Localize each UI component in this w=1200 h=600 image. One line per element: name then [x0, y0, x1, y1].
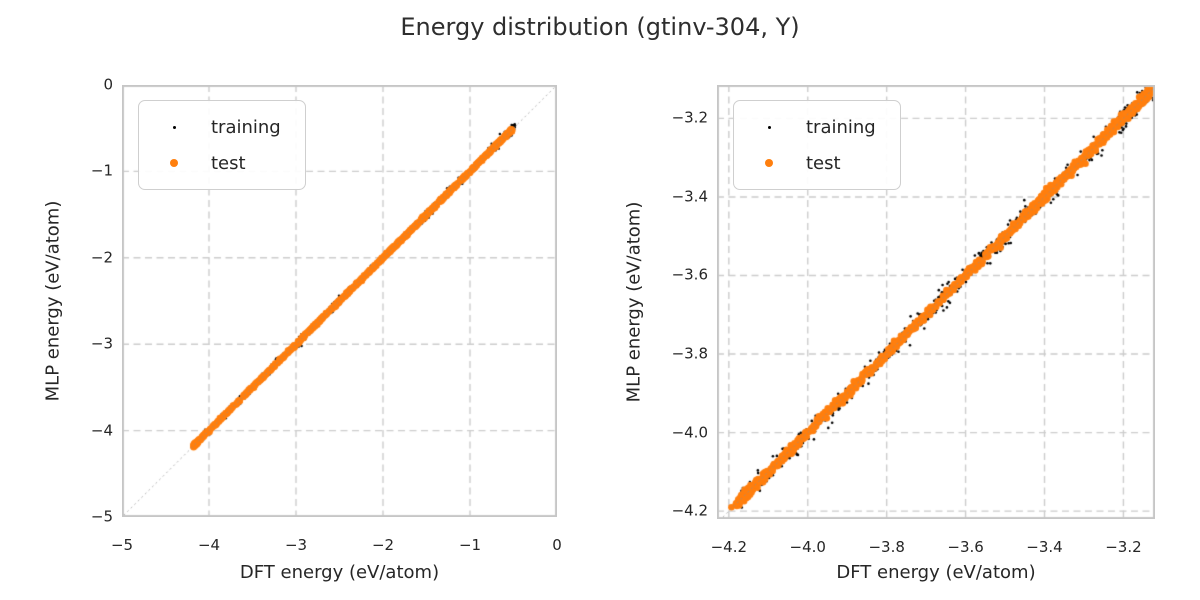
y-axis-label: MLP energy (eV/atom): [42, 200, 64, 402]
y-tick-label: −4.2: [671, 501, 708, 520]
x-tick-label: 0: [552, 536, 562, 554]
legend-label-test: test: [806, 152, 841, 174]
x-tick-label: −2: [371, 536, 395, 554]
test-marker-icon: [145, 159, 203, 167]
y-axis-label: MLP energy (eV/atom): [623, 201, 645, 403]
y-tick-label: −3.6: [671, 265, 708, 284]
y-tick-label: −3.8: [671, 344, 708, 363]
x-tick-label: −3.4: [1026, 538, 1063, 556]
y-tick-label: −2: [90, 248, 113, 267]
training-marker-icon: [740, 125, 798, 129]
legend-item-training: training: [740, 109, 876, 145]
y-tick-label: 0: [103, 75, 113, 94]
y-tick-label: −4: [90, 421, 113, 440]
y-tick-label: −3: [90, 334, 113, 353]
x-tick-label: −3: [284, 536, 308, 554]
x-axis-label: DFT energy (eV/atom): [239, 562, 440, 583]
legend-label-training: training: [806, 116, 876, 138]
x-tick-label: −3.6: [947, 538, 984, 556]
legend-label-training: training: [211, 116, 281, 138]
x-tick-label: −4.0: [789, 538, 826, 556]
y-tick-label: −4.0: [671, 423, 708, 442]
subplot-left: DFT energy (eV/atom) MLP energy (eV/atom…: [43, 77, 562, 583]
legend: training test: [138, 100, 306, 190]
legend-item-training: training: [145, 109, 281, 145]
training-marker-icon: [145, 125, 203, 129]
y-tick-label: −1: [90, 161, 113, 180]
y-tick-label: −3.2: [671, 108, 708, 127]
x-tick-label: −5: [110, 536, 134, 554]
subplot-right: DFT energy (eV/atom) MLP energy (eV/atom…: [624, 85, 1155, 583]
test-marker-icon: [740, 159, 798, 167]
legend: training test: [733, 100, 901, 190]
legend-item-test: test: [145, 145, 281, 181]
x-tick-label: −3.8: [868, 538, 905, 556]
x-tick-label: −4: [197, 536, 221, 554]
x-tick-label: −4.2: [710, 538, 748, 556]
legend-label-test: test: [211, 152, 246, 174]
legend-item-test: test: [740, 145, 876, 181]
x-tick-label: −1: [458, 536, 482, 554]
y-tick-label: −5: [90, 507, 113, 526]
figure-title: Energy distribution (gtinv-304, Y): [400, 13, 800, 41]
x-axis-label: DFT energy (eV/atom): [836, 562, 1036, 583]
y-tick-label: −3.4: [671, 187, 708, 206]
x-tick-label: −3.2: [1105, 538, 1142, 556]
